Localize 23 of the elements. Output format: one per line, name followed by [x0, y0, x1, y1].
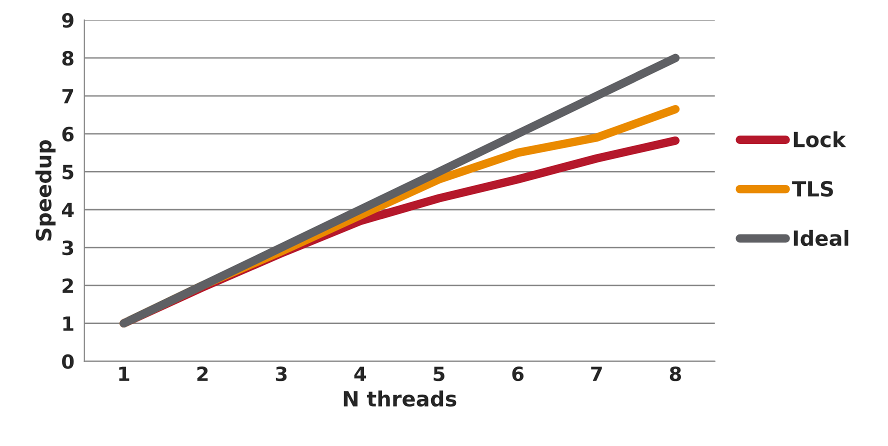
y-tick-label: 4	[62, 202, 74, 218]
x-tick-label: 4	[354, 366, 366, 381]
x-axis-title: N threads	[344, 390, 456, 407]
y-tick-label: 2	[62, 278, 73, 293]
y-tick-label: 9	[62, 13, 74, 28]
x-tick-label: 2	[197, 366, 208, 381]
x-tick-label: 3	[276, 366, 287, 382]
y-tick-label: 3	[62, 240, 74, 256]
y-tick-label: 0	[62, 354, 74, 369]
legend-label: Lock	[794, 131, 846, 148]
y-tick-label: 6	[62, 126, 74, 142]
y-axis-title: Speedup	[35, 140, 56, 241]
y-tick-label: 8	[62, 50, 74, 66]
legend-label: Ideal	[794, 230, 848, 246]
legend-label: TLS	[792, 180, 833, 197]
x-tick-label: 8	[670, 366, 681, 382]
y-tick-label: 7	[62, 89, 74, 104]
x-tick-label: 5	[434, 366, 444, 382]
y-tick-label: 5	[62, 164, 74, 180]
x-tick-label: 7	[591, 366, 602, 381]
x-tick-label: 1	[119, 366, 130, 381]
y-tick-label: 1	[63, 316, 74, 331]
x-tick-label: 6	[512, 366, 524, 382]
